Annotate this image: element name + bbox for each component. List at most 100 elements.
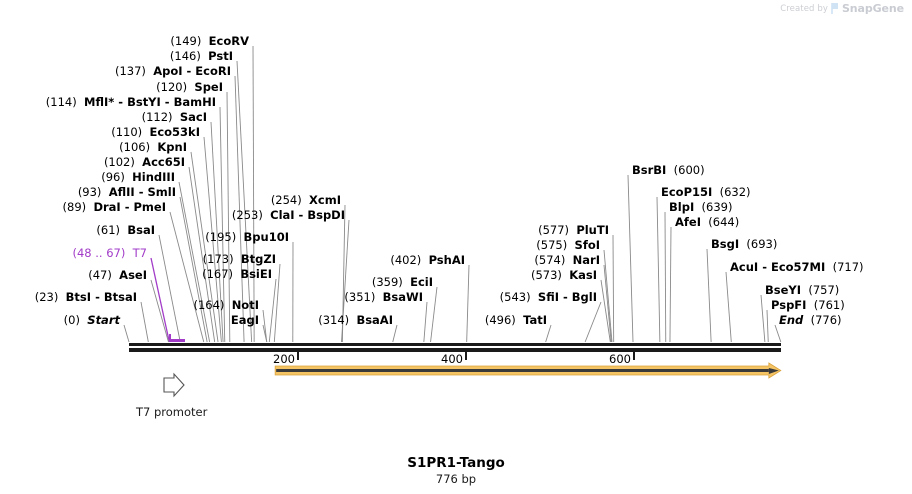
enzyme-position: (776)	[803, 313, 842, 327]
enzyme-name: BsaI	[127, 223, 155, 237]
enzyme-site-label[interactable]: (47) AseI	[88, 269, 147, 282]
enzyme-site-label[interactable]: (93) AflII - SmlI	[78, 186, 176, 199]
enzyme-position: (102)	[103, 155, 143, 169]
enzyme-name: KasI	[569, 268, 597, 282]
enzyme-position: (757)	[801, 283, 840, 297]
enzyme-site-label[interactable]: (23) BtsI - BtsaI	[35, 291, 137, 304]
watermark-created-by-label: Created by	[780, 3, 828, 14]
enzyme-position: (639)	[694, 200, 733, 214]
enzyme-site-label[interactable]: AfeI (644)	[675, 216, 739, 229]
enzyme-site-label[interactable]: (574) NarI	[534, 254, 600, 267]
enzyme-site-label[interactable]: (164) NotI	[193, 299, 259, 312]
enzyme-site-label[interactable]: (314) BsaAI	[318, 314, 393, 327]
enzyme-name: BtsI	[65, 290, 92, 304]
enzyme-name: TatI	[523, 313, 547, 327]
enzyme-site-label[interactable]: PspFI (761)	[771, 299, 845, 312]
enzyme-site-label[interactable]: (351) BsaWI	[344, 291, 423, 304]
enzyme-site-label[interactable]: BsgI (693)	[711, 238, 777, 251]
enzyme-name: BsrBI	[632, 163, 667, 177]
enzyme-name: EcoRI	[195, 64, 231, 78]
enzyme-position: (577)	[538, 223, 577, 237]
enzyme-position: (254)	[270, 193, 310, 207]
enzyme-site-label[interactable]: (0) Start	[64, 314, 120, 327]
enzyme-name: XcmI	[309, 193, 341, 207]
orf-arrow-core-line	[276, 369, 769, 372]
enzyme-site-label[interactable]: (254) XcmI	[271, 194, 341, 207]
enzyme-position: (573)	[530, 268, 570, 282]
enzyme-position: (496)	[484, 313, 524, 327]
enzyme-name: ClaI	[270, 208, 295, 222]
enzyme-name: PshAI	[428, 253, 465, 267]
enzyme-position: (717)	[825, 260, 864, 274]
enzyme-site-label[interactable]: AcuI - Eco57MI (717)	[730, 261, 864, 274]
enzyme-name-separator: -	[120, 200, 134, 214]
ruler-tick-label: 600	[609, 352, 631, 366]
enzyme-name: AfeI	[675, 215, 701, 229]
enzyme-position: (112)	[141, 110, 180, 124]
enzyme-position: (173)	[202, 252, 241, 266]
enzyme-site-label[interactable]: (149) EcoRV	[170, 35, 249, 48]
enzyme-position: (761)	[806, 298, 845, 312]
enzyme-name: Eco53kI	[149, 125, 200, 139]
enzyme-name-separator: -	[91, 290, 104, 304]
enzyme-name: BglI	[571, 290, 597, 304]
enzyme-site-label[interactable]: (359) EciI	[372, 276, 433, 289]
enzyme-site-label[interactable]: (137) ApoI - EcoRI	[115, 65, 231, 78]
enzyme-name: End	[779, 313, 804, 327]
enzyme-name: BsaAI	[356, 313, 393, 327]
enzyme-position: (167)	[202, 267, 241, 281]
sequence-length-label: 776 bp	[435, 472, 477, 486]
enzyme-site-label[interactable]: (96) HindIII	[101, 171, 175, 184]
enzyme-site-label[interactable]: EcoP15I (632)	[661, 186, 751, 199]
enzyme-name: Eco57MI	[770, 260, 826, 274]
enzyme-site-label[interactable]: (61) BsaI	[96, 224, 155, 237]
enzyme-site-label[interactable]: (89) DraI - PmeI	[63, 201, 166, 214]
enzyme-site-label[interactable]: BseYI (757)	[765, 284, 839, 297]
page-title: S1PR1-Tango	[407, 455, 505, 471]
enzyme-position: (164)	[193, 298, 232, 312]
enzyme-site-label[interactable]: (195) Bpu10I	[205, 231, 289, 244]
t7-promoter-legend-label: T7 promoter	[136, 405, 208, 419]
enzyme-name: SfiI	[537, 290, 559, 304]
ruler-tick	[633, 352, 635, 360]
enzyme-name: Bpu10I	[243, 230, 289, 244]
enzyme-site-label[interactable]: (253) ClaI - BspDI	[232, 209, 345, 222]
enzyme-name: PspFI	[771, 298, 807, 312]
enzyme-site-label[interactable]: BsrBI (600)	[632, 164, 705, 177]
enzyme-site-label[interactable]: (106) KpnI	[119, 141, 187, 154]
enzyme-site-label[interactable]: (112) SacI	[142, 111, 207, 124]
enzyme-site-label[interactable]: (114) MflI* - BstYI - BamHI	[46, 96, 216, 109]
enzyme-name: Acc65I	[142, 155, 185, 169]
enzyme-site-label[interactable]: (543) SfiI - BglI	[500, 291, 597, 304]
enzyme-position: (93)	[77, 185, 109, 199]
enzyme-site-label[interactable]: (496) TatI	[485, 314, 547, 327]
enzyme-name: NotI	[231, 298, 259, 312]
enzyme-site-label[interactable]: (575) SfoI	[536, 239, 600, 252]
enzyme-site-label[interactable]: (167) BsiEI	[202, 268, 272, 281]
enzyme-site-label[interactable]: (173) BtgZI	[203, 253, 276, 266]
enzyme-name: BsaWI	[382, 290, 423, 304]
enzyme-position: (195)	[205, 230, 244, 244]
enzyme-site-label[interactable]: (577) PluTI	[538, 224, 609, 237]
feature-label-t7-promoter[interactable]: (48 .. 67) T7	[72, 247, 147, 260]
enzyme-name: EcoRV	[208, 34, 249, 48]
backbone-line-top	[129, 343, 781, 346]
enzyme-site-label[interactable]: (110) Eco53kI	[111, 126, 200, 139]
enzyme-position: (644)	[700, 215, 740, 229]
enzyme-name: BtsaI	[103, 290, 137, 304]
t7-promoter-feature-bar[interactable]	[169, 339, 186, 342]
enzyme-site-label[interactable]: (102) Acc65I	[104, 156, 185, 169]
enzyme-site-label[interactable]: (146) PstI	[170, 50, 233, 63]
enzyme-site-label[interactable]: (573) KasI	[531, 269, 597, 282]
enzyme-site-label[interactable]: (120) SpeI	[156, 81, 223, 94]
enzyme-position: (106)	[119, 140, 158, 154]
enzyme-position: (114)	[45, 95, 85, 109]
enzyme-name-separator: -	[134, 185, 148, 199]
enzyme-site-label[interactable]: (402) PshAI	[390, 254, 465, 267]
enzyme-position: (23)	[34, 290, 66, 304]
enzyme-site-label[interactable]: EagI	[231, 314, 259, 327]
ruler-baseline	[129, 348, 781, 352]
enzyme-site-label[interactable]: End (776)	[779, 314, 842, 327]
enzyme-site-label[interactable]: BlpI (639)	[669, 201, 732, 214]
enzyme-position: (61)	[96, 223, 128, 237]
